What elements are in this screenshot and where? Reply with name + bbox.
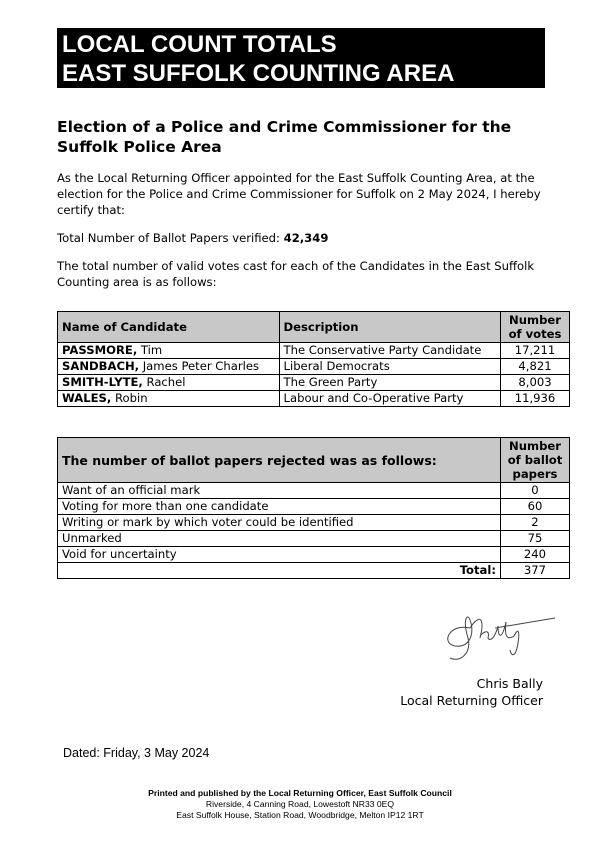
- count: 60: [500, 498, 570, 515]
- description: The Green Party: [278, 374, 502, 391]
- verified-label: Total Number of Ballot Papers verified:: [57, 231, 280, 245]
- officer-role: Local Returning Officer: [400, 693, 543, 708]
- title-line-2: EAST SUFFOLK COUNTING AREA: [62, 60, 455, 87]
- table-row: SMITH-LYTE, Rachel The Green Party 8,003: [57, 374, 570, 391]
- candidates-table: Name of Candidate Description Number of …: [57, 311, 570, 407]
- reason: Want of an official mark: [57, 482, 501, 499]
- total-label: Total:: [57, 562, 501, 579]
- table-row: Void for uncertainty 240: [57, 546, 570, 563]
- total-row: Total: 377: [57, 562, 570, 579]
- header-description: Description: [278, 311, 502, 343]
- table-row: Voting for more than one candidate 60: [57, 498, 570, 515]
- table-row: Writing or mark by which voter could be …: [57, 514, 570, 531]
- dated-line: Dated: Friday, 3 May 2024: [63, 746, 210, 760]
- count: 75: [500, 530, 570, 547]
- signature-image: [447, 616, 556, 660]
- imprint-line-1: Printed and published by the Local Retur…: [148, 788, 452, 798]
- count: 2: [500, 514, 570, 531]
- description: The Conservative Party Candidate: [278, 342, 502, 359]
- description: Labour and Co-Operative Party: [278, 390, 502, 407]
- imprint-footer: Printed and published by the Local Retur…: [0, 788, 600, 821]
- verified-line: Total Number of Ballot Papers verified: …: [57, 230, 557, 246]
- reason: Unmarked: [57, 530, 501, 547]
- intro-paragraph: As the Local Returning Officer appointed…: [57, 171, 541, 217]
- table-row: PASSMORE, Tim The Conservative Party Cand…: [57, 342, 570, 359]
- header-name: Name of Candidate: [57, 311, 280, 343]
- rejected-table: The number of ballot papers rejected was…: [57, 437, 570, 579]
- imprint-line-2: Riverside, 4 Canning Road, Lowestoft NR3…: [205, 799, 395, 809]
- reason: Writing or mark by which voter could be …: [57, 514, 501, 531]
- title-banner: LOCAL COUNT TOTALS EAST SUFFOLK COUNTING…: [57, 28, 545, 88]
- imprint-line-3: East Suffolk House, Station Road, Woodbr…: [176, 810, 424, 820]
- forename: Robin: [115, 391, 148, 405]
- total-value: 377: [500, 562, 570, 579]
- election-heading: Election of a Police and Crime Commissio…: [57, 118, 512, 156]
- header-count: Number of ballot papers: [500, 437, 570, 483]
- forename: Rachel: [146, 375, 186, 389]
- reason: Voting for more than one candidate: [57, 498, 501, 515]
- verified-value: 42,349: [283, 231, 329, 245]
- reason: Void for uncertainty: [57, 546, 501, 563]
- table-row: Unmarked 75: [57, 530, 570, 547]
- votes: 4,821: [500, 358, 570, 375]
- votes-intro: The total number of valid votes cast for…: [57, 259, 535, 289]
- table-row: Want of an official mark 0: [57, 482, 570, 499]
- table-row: SANDBACH, James Peter Charles Liberal Dem…: [57, 358, 570, 375]
- surname: SANDBACH,: [62, 359, 140, 373]
- title-line-1: LOCAL COUNT TOTALS: [62, 31, 337, 58]
- table-row: WALES, Robin Labour and Co-Operative Part…: [57, 390, 570, 407]
- votes: 17,211: [500, 342, 570, 359]
- votes: 8,003: [500, 374, 570, 391]
- forename: Tim: [140, 343, 163, 357]
- header-votes: Number of votes: [500, 311, 570, 343]
- surname: PASSMORE,: [62, 343, 138, 357]
- description: Liberal Democrats: [278, 358, 502, 375]
- forename: James Peter Charles: [142, 359, 259, 373]
- votes: 11,936: [500, 390, 570, 407]
- surname: WALES,: [62, 391, 112, 405]
- officer-block: Chris Bally Local Returning Officer: [400, 675, 543, 709]
- surname: SMITH-LYTE,: [62, 375, 143, 389]
- count: 240: [500, 546, 570, 563]
- header-reason: The number of ballot papers rejected was…: [57, 437, 501, 483]
- officer-name: Chris Bally: [476, 676, 543, 691]
- count: 0: [500, 482, 570, 499]
